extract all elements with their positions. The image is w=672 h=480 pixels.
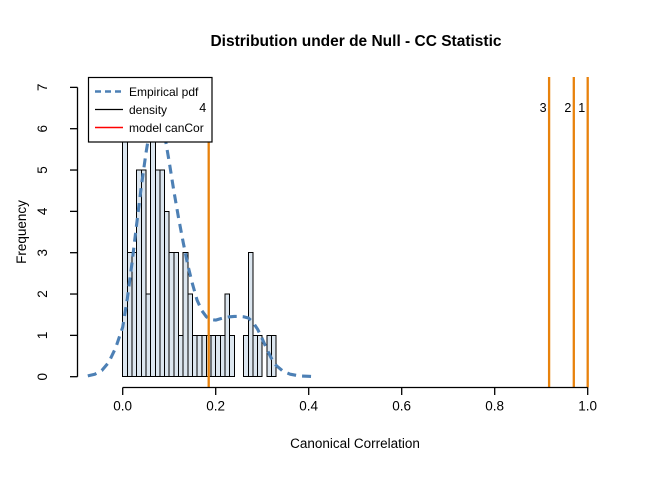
histogram-bar xyxy=(182,252,189,378)
x-tick-label: 0.6 xyxy=(392,399,411,414)
y-tick-label: 1 xyxy=(35,332,50,340)
histogram-bar xyxy=(187,293,193,378)
histogram-bar xyxy=(257,334,263,378)
histogram-bar xyxy=(219,334,226,378)
histogram-bar xyxy=(164,210,170,378)
y-tick-label: 6 xyxy=(35,125,50,133)
y-tick-label: 7 xyxy=(35,84,50,92)
histogram-bar xyxy=(159,169,166,378)
y-tick-label: 0 xyxy=(35,373,50,381)
histogram-bar xyxy=(150,128,156,378)
x-axis-label: Canonical Correlation xyxy=(290,436,420,451)
histogram-bar xyxy=(168,252,175,378)
x-tick-label: 0.4 xyxy=(299,399,318,414)
y-tick-label: 2 xyxy=(35,290,50,298)
histogram-bar xyxy=(201,334,207,378)
histogram-bar xyxy=(215,334,221,378)
histogram-bar xyxy=(140,169,147,378)
cc-vline-number: 2 xyxy=(564,101,571,115)
histogram-bar xyxy=(191,334,198,378)
histogram-bar xyxy=(210,334,217,378)
cc-vline-number: 1 xyxy=(578,101,585,115)
histogram-bar xyxy=(196,334,203,378)
histogram-bar xyxy=(154,169,161,378)
histogram-bar xyxy=(173,252,180,378)
y-axis-label: Frequency xyxy=(14,200,29,264)
x-tick-label: 0.0 xyxy=(113,399,132,414)
plot-title: Distribution under de Null - CC Statisti… xyxy=(210,33,501,50)
histogram-bar xyxy=(122,128,128,378)
y-tick-label: 3 xyxy=(35,249,50,257)
cc-vline-number: 3 xyxy=(540,101,547,115)
x-tick-label: 1.0 xyxy=(578,399,597,414)
empirical-pdf-curve xyxy=(87,114,316,379)
histogram-bar xyxy=(247,252,254,378)
y-tick-label: 4 xyxy=(35,207,50,215)
legend-entry-label: density xyxy=(129,103,167,117)
histogram-bar xyxy=(145,293,152,378)
histogram-bar xyxy=(271,334,277,378)
y-tick-label: 5 xyxy=(35,166,50,174)
histogram-bar xyxy=(252,334,259,378)
density-curve xyxy=(87,114,316,379)
cc-vline-number: 4 xyxy=(199,101,206,115)
histogram-bar xyxy=(224,293,231,378)
legend-box: Empirical pdf density model canCor xyxy=(87,76,213,143)
histogram-bar xyxy=(243,334,249,378)
legend-entry-label: model canCor xyxy=(129,121,204,135)
x-tick-label: 0.2 xyxy=(206,399,225,414)
histogram-bar xyxy=(229,334,235,378)
histogram-bar xyxy=(136,169,142,378)
histogram-bar xyxy=(178,334,184,378)
legend-entry-label: Empirical pdf xyxy=(129,85,199,99)
histogram-bar xyxy=(131,252,138,378)
x-tick-label: 0.8 xyxy=(485,399,504,414)
cc-vlines xyxy=(207,77,589,388)
